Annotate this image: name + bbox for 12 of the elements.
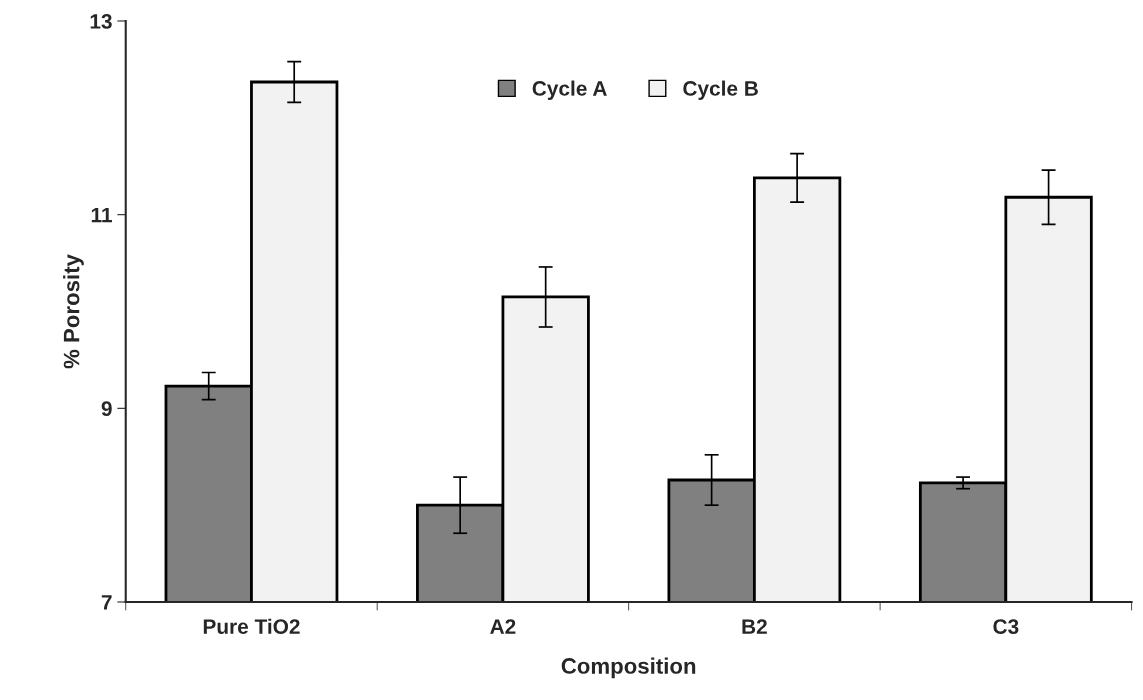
x-tick-label: B2 [742, 619, 767, 634]
x-tick-label: C3 [993, 619, 1019, 634]
legend-label: Cycle B [683, 80, 758, 100]
y-tick-label: 11 [91, 207, 112, 223]
y-tick-label: 13 [90, 14, 112, 29]
x-tick-label: Pure TiO2 [203, 618, 300, 634]
y-tick-label: 9 [101, 401, 112, 417]
legend-label: Cycle A [532, 80, 607, 100]
y-axis-title: % Porosity [63, 254, 84, 369]
x-tick-label: A2 [490, 619, 516, 634]
y-tick-label: 7 [101, 595, 112, 610]
x-axis-title: Composition [561, 657, 696, 679]
